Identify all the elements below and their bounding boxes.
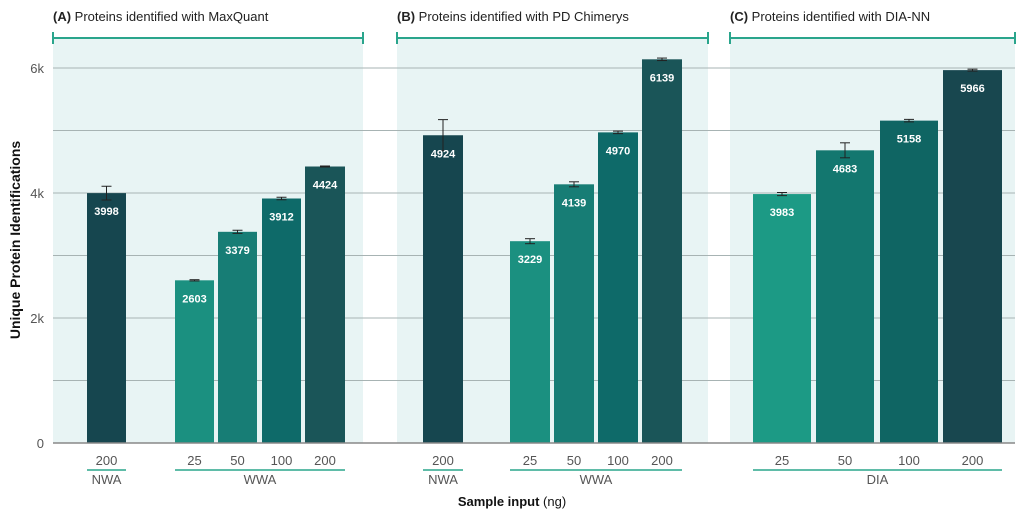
panel-title: (C) Proteins identified with DIA-NN: [730, 9, 930, 24]
bar: [87, 193, 126, 443]
data-label: 2603: [182, 293, 206, 305]
data-label: 3983: [770, 207, 794, 219]
panel-title: (A) Proteins identified with MaxQuant: [53, 9, 269, 24]
bar: [554, 184, 594, 443]
data-label: 5966: [960, 83, 984, 95]
x-tick-label: 200: [314, 453, 336, 468]
x-tick-label: 100: [898, 453, 920, 468]
x-tick-label: 25: [775, 453, 789, 468]
data-label: 4683: [833, 163, 857, 175]
bar: [305, 166, 345, 443]
group-label: WWA: [580, 472, 613, 487]
panel-title: (B) Proteins identified with PD Chimerys: [397, 9, 629, 24]
x-tick-label: 200: [651, 453, 673, 468]
bar: [943, 70, 1002, 443]
group-label: WWA: [244, 472, 277, 487]
bar: [753, 194, 811, 443]
group-label: DIA: [867, 472, 889, 487]
data-label: 5158: [897, 134, 921, 146]
y-tick-label: 6k: [30, 61, 44, 76]
data-label: 4924: [431, 148, 456, 160]
bar: [175, 280, 214, 443]
bar: [816, 150, 874, 443]
x-tick-label: 200: [96, 453, 118, 468]
data-label: 4139: [562, 197, 586, 209]
x-tick-label: 50: [230, 453, 244, 468]
bar: [598, 132, 638, 443]
x-tick-label: 50: [838, 453, 852, 468]
data-label: 3912: [269, 212, 293, 224]
bar: [880, 120, 938, 443]
x-axis-label: Sample input (ng): [458, 494, 566, 509]
y-tick-label: 4k: [30, 186, 44, 201]
data-label: 3998: [94, 206, 118, 218]
bar: [510, 241, 550, 443]
data-label: 3379: [225, 245, 249, 257]
x-tick-label: 200: [962, 453, 984, 468]
bar: [262, 198, 301, 443]
y-axis-label: Unique Protein Identifications: [7, 141, 23, 340]
group-label: NWA: [92, 472, 122, 487]
data-label: 3229: [518, 254, 542, 266]
x-tick-label: 200: [432, 453, 454, 468]
data-label: 6139: [650, 72, 674, 84]
x-tick-label: 100: [607, 453, 629, 468]
x-tick-label: 25: [187, 453, 201, 468]
bar: [423, 135, 463, 443]
data-label: 4424: [313, 180, 338, 192]
y-tick-label: 0: [37, 436, 44, 451]
y-tick-label: 2k: [30, 311, 44, 326]
x-tick-label: 100: [271, 453, 293, 468]
bar: [218, 231, 257, 443]
bar: [642, 59, 682, 443]
x-tick-label: 25: [523, 453, 537, 468]
data-label: 4970: [606, 145, 630, 157]
group-label: NWA: [428, 472, 458, 487]
x-tick-label: 50: [567, 453, 581, 468]
